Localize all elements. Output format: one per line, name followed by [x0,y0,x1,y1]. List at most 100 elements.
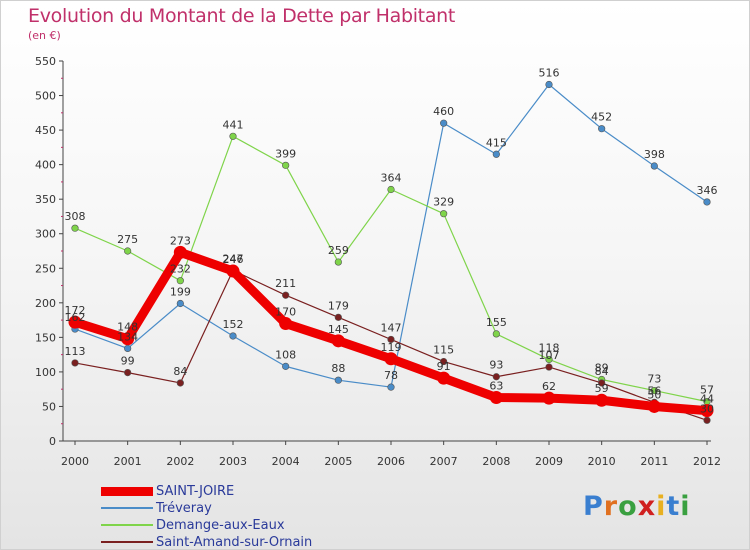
data-point [700,404,714,418]
data-label: 73 [647,373,661,386]
y-tick-label: 500 [35,90,56,103]
data-point [68,315,82,329]
data-label: 247 [223,252,244,265]
data-point [176,299,184,308]
data-label: 63 [489,379,503,392]
data-point [492,373,500,381]
data-label: 460 [433,105,454,118]
data-label: 30 [700,402,714,415]
data-label: 346 [697,184,718,197]
y-tick-label: 50 [42,400,56,413]
data-label: 398 [644,148,665,161]
chart-legend: SAINT-JOIRE Tréveray Demange-aux-Eaux Saint… [101,483,361,550]
data-label: 119 [381,341,402,354]
legend-item: Saint-Amand-sur-Ornain [101,534,361,550]
x-tick-label: 2001 [114,455,142,468]
data-point [492,330,500,338]
data-point [331,334,345,348]
data-label: 113 [65,345,86,358]
legend-swatch [101,507,153,509]
data-point [229,332,237,340]
y-tick-label: 250 [35,262,56,275]
data-label: 259 [328,244,349,257]
data-point [282,161,290,169]
data-label: 84 [173,365,187,378]
y-tick-label: 150 [35,331,56,344]
x-tick-label: 2000 [61,455,89,468]
y-tick-label: 450 [35,124,56,137]
data-label: 78 [384,369,398,382]
data-point [489,390,503,404]
proxiti-logo: Proxiti [583,491,691,522]
y-tick-label: 0 [49,435,56,448]
data-label: 199 [170,286,191,299]
legend-item: Tréveray [101,500,361,517]
data-label: 211 [275,277,296,290]
y-tick-label: 300 [35,228,56,241]
data-label: 134 [117,330,138,343]
data-point [440,357,448,366]
x-tick-label: 2007 [430,455,458,468]
data-point [703,198,711,206]
data-point [226,264,240,278]
legend-item: Demange-aux-Eaux [101,517,361,534]
y-tick-label: 400 [35,159,56,172]
legend-swatch [101,486,153,496]
data-label: 147 [381,321,402,334]
data-label: 148 [117,321,138,334]
x-tick-label: 2010 [588,455,616,468]
data-label: 273 [170,234,191,247]
data-label: 50 [647,388,661,401]
y-tick-label: 350 [35,193,56,206]
chart-subtitle: (en €) [28,29,61,42]
data-point [598,379,606,387]
data-label: 308 [65,210,86,223]
data-point [282,362,290,370]
data-label: 329 [433,196,454,209]
data-point [647,399,661,413]
x-tick-label: 2002 [166,455,194,468]
data-point [176,277,184,285]
data-point [650,162,658,170]
data-label: 170 [275,306,296,319]
data-point [71,224,79,232]
x-tick-label: 2011 [640,455,668,468]
data-point [124,369,132,377]
data-label: 91 [437,360,451,373]
data-point [440,210,448,218]
data-point [229,132,237,140]
data-point [545,80,553,89]
legend-label: Tréveray [156,501,212,516]
data-label: 275 [117,233,138,246]
data-point [542,391,556,405]
data-point [437,371,451,385]
x-tick-label: 2005 [324,455,352,468]
data-point [121,332,135,346]
data-point [124,247,132,255]
data-label: 88 [331,362,345,375]
x-tick-label: 2009 [535,455,563,468]
x-tick-label: 2004 [272,455,300,468]
data-point [384,352,398,366]
x-tick-label: 2006 [377,455,405,468]
data-label: 107 [539,349,560,362]
y-tick-label: 550 [35,55,56,68]
data-point [334,258,342,266]
legend-item: SAINT-JOIRE [101,483,361,500]
data-point [545,363,553,371]
x-tick-label: 2012 [693,455,721,468]
data-label: 232 [170,263,191,276]
x-tick-label: 2003 [219,455,247,468]
data-label: 44 [700,393,714,406]
y-tick-label: 200 [35,297,56,310]
legend-label: Demange-aux-Eaux [156,518,285,533]
data-label: 415 [486,136,507,149]
data-point [334,313,342,321]
data-point [387,335,395,344]
data-point [176,379,184,387]
data-label: 364 [381,172,402,185]
data-label: 99 [121,355,135,368]
legend-label: Saint-Amand-sur-Ornain [156,535,313,550]
data-label: 89 [595,362,609,375]
